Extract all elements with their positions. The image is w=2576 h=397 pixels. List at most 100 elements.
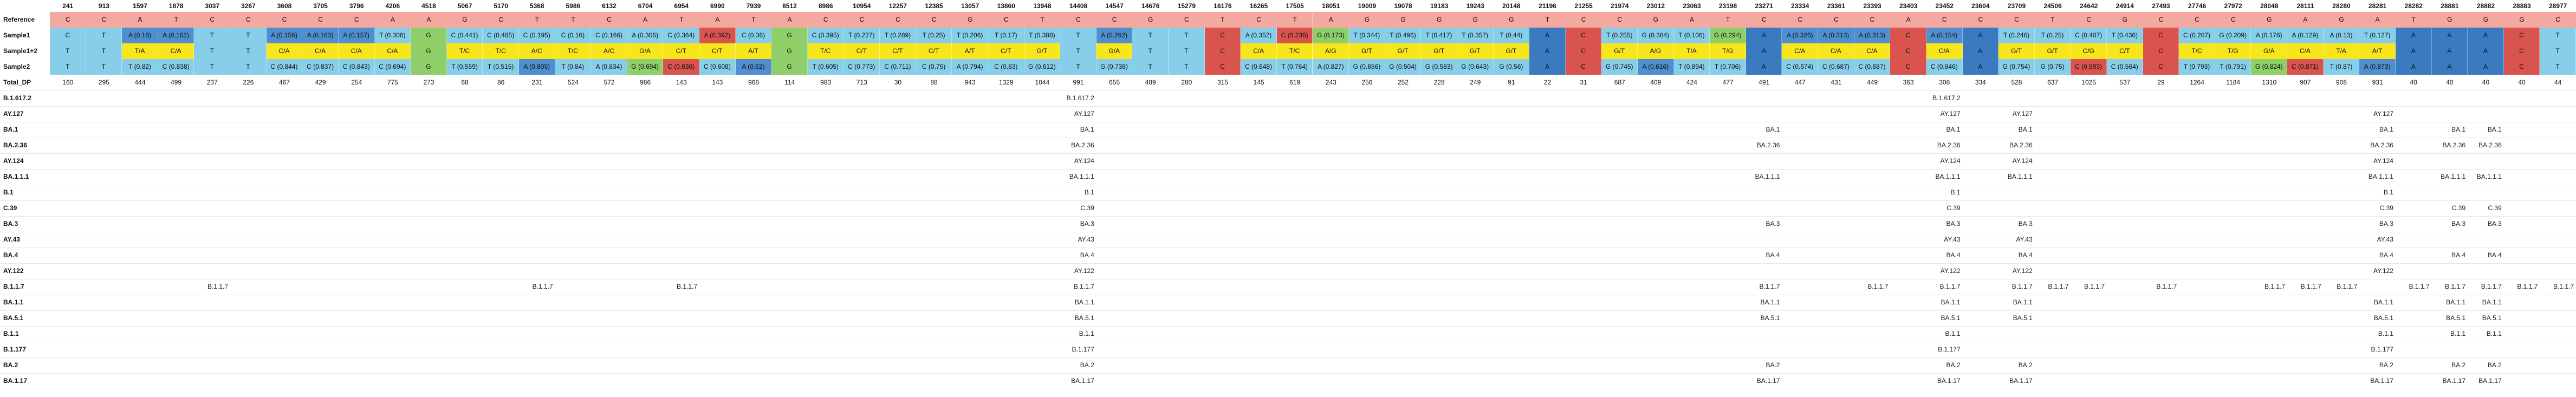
total_dp-cell[interactable]: 491 (1759, 79, 1770, 86)
sample2-cell[interactable]: C (1565, 59, 1602, 75)
total_dp-cell[interactable]: 44 (2554, 79, 2562, 86)
sample1-cell[interactable]: T (0.17) (988, 28, 1024, 43)
sample2-cell[interactable]: G (0.75) (2034, 59, 2071, 75)
total_dp-cell[interactable]: 86 (497, 79, 505, 86)
sample1-cell[interactable]: G (0.384) (1638, 28, 1674, 43)
sample12-cell[interactable]: T/C (555, 43, 592, 59)
reference-cell[interactable]: C (194, 12, 231, 28)
sample1-cell[interactable]: G (411, 28, 447, 43)
sample12-cell[interactable]: C/A (302, 43, 339, 59)
sample1-cell[interactable]: T (0.44) (1493, 28, 1530, 43)
sample12-cell[interactable]: T/C (483, 43, 519, 59)
total_dp-cell[interactable]: 409 (1650, 79, 1662, 86)
sample12-cell[interactable]: C/A (1782, 43, 1819, 59)
total_dp-cell[interactable]: 619 (1289, 79, 1301, 86)
sample1-cell[interactable]: T (0.25) (2034, 28, 2071, 43)
total_dp-cell[interactable]: 449 (1866, 79, 1878, 86)
reference-cell[interactable]: C (1962, 12, 1999, 28)
reference-cell[interactable]: C (2071, 12, 2107, 28)
sample2-cell[interactable]: G (0.738) (1096, 59, 1133, 75)
sample2-cell[interactable]: G (0.754) (1998, 59, 2035, 75)
sample1-cell[interactable]: T (0.436) (2107, 28, 2143, 43)
total_dp-cell[interactable]: 907 (2300, 79, 2311, 86)
sample2-cell[interactable]: A (1962, 59, 1999, 75)
reference-cell[interactable]: T (2395, 12, 2432, 28)
sample1-cell[interactable]: C (0.166) (591, 28, 627, 43)
sample12-cell[interactable]: C/T (843, 43, 880, 59)
sample2-cell[interactable]: C (0.844) (266, 59, 303, 75)
sample12-cell[interactable]: A/G (1638, 43, 1674, 59)
total_dp-cell[interactable]: 637 (2047, 79, 2059, 86)
sample1-cell[interactable]: C (1565, 28, 1602, 43)
sample2-cell[interactable]: T (0.87) (2323, 59, 2360, 75)
sample1-cell[interactable]: A (0.162) (158, 28, 194, 43)
sample12-cell[interactable]: C/A (1241, 43, 1277, 59)
total_dp-cell[interactable]: 226 (243, 79, 254, 86)
sample2-cell[interactable]: C (1204, 59, 1241, 75)
sample2-cell[interactable]: C (0.694) (374, 59, 411, 75)
sample1-cell[interactable]: C (0.195) (518, 28, 555, 43)
sample1-cell[interactable]: T (0.496) (1385, 28, 1422, 43)
reference-cell[interactable]: C (1060, 12, 1096, 28)
sample2-cell[interactable]: T (50, 59, 86, 75)
sample12-cell[interactable]: C (2503, 43, 2540, 59)
sample2-cell[interactable]: C (0.687) (1818, 59, 1854, 75)
sample1-cell[interactable]: A (2431, 28, 2468, 43)
sample12-cell[interactable]: C/A (266, 43, 303, 59)
sample2-cell[interactable]: C (0.608) (699, 59, 736, 75)
reference-cell[interactable]: T (1024, 12, 1061, 28)
total_dp-cell[interactable]: 30 (894, 79, 902, 86)
sample12-cell[interactable]: C/T (880, 43, 916, 59)
sample1-cell[interactable]: A (1746, 28, 1782, 43)
total_dp-cell[interactable]: 160 (62, 79, 74, 86)
sample12-cell[interactable]: A/C (591, 43, 627, 59)
sample2-cell[interactable]: T (1060, 59, 1096, 75)
reference-cell[interactable]: A (411, 12, 447, 28)
total_dp-cell[interactable]: 775 (387, 79, 398, 86)
sample1-cell[interactable]: T (1060, 28, 1096, 43)
sample1-cell[interactable]: C (0.485) (483, 28, 519, 43)
sample12-cell[interactable]: C (1890, 43, 1926, 59)
total_dp-cell[interactable]: 537 (2119, 79, 2131, 86)
total_dp-cell[interactable]: 931 (2372, 79, 2383, 86)
sample12-cell[interactable]: A/T (735, 43, 772, 59)
sample1-cell[interactable]: T (2540, 28, 2576, 43)
sample12-cell[interactable]: C/G (2071, 43, 2107, 59)
sample12-cell[interactable]: A (2468, 43, 2504, 59)
sample12-cell[interactable]: A/T (952, 43, 988, 59)
sample12-cell[interactable]: T (1060, 43, 1096, 59)
reference-cell[interactable]: A (374, 12, 411, 28)
sample2-cell[interactable]: A (0.827) (1313, 59, 1349, 75)
sample12-cell[interactable]: G/T (1493, 43, 1530, 59)
reference-cell[interactable]: G (1457, 12, 1494, 28)
sample1-cell[interactable]: A (0.176) (2251, 28, 2288, 43)
sample2-cell[interactable]: G (0.583) (1421, 59, 1457, 75)
reference-cell[interactable]: A (122, 12, 158, 28)
sample1-cell[interactable]: A (0.18) (122, 28, 158, 43)
sample12-cell[interactable]: C/A (374, 43, 411, 59)
sample1-cell[interactable]: T (0.206) (952, 28, 988, 43)
total_dp-cell[interactable]: 145 (1253, 79, 1264, 86)
sample2-cell[interactable]: C (0.75) (916, 59, 952, 75)
sample12-cell[interactable]: T/G (1710, 43, 1746, 59)
reference-cell[interactable]: C (338, 12, 375, 28)
reference-cell[interactable]: C (1998, 12, 2035, 28)
sample2-cell[interactable]: A (1746, 59, 1782, 75)
reference-cell[interactable]: A (699, 12, 736, 28)
total_dp-cell[interactable]: 280 (1181, 79, 1192, 86)
reference-cell[interactable]: C (230, 12, 267, 28)
reference-cell[interactable]: C (2540, 12, 2576, 28)
reference-cell[interactable]: C (2215, 12, 2251, 28)
sample2-cell[interactable]: A (2395, 59, 2432, 75)
sample12-cell[interactable]: G (411, 43, 447, 59)
sample12-cell[interactable]: A/T (2359, 43, 2396, 59)
sample1-cell[interactable]: T (0.106) (1673, 28, 1710, 43)
sample1-cell[interactable]: A (0.129) (2287, 28, 2324, 43)
total_dp-cell[interactable]: 431 (1831, 79, 1842, 86)
sample12-cell[interactable]: T/A (122, 43, 158, 59)
total_dp-cell[interactable]: 1329 (998, 79, 1014, 86)
sample2-cell[interactable]: C (0.871) (2287, 59, 2324, 75)
sample1-cell[interactable]: A (0.326) (1782, 28, 1819, 43)
reference-cell[interactable]: C (266, 12, 303, 28)
sample1-cell[interactable]: T (0.344) (1349, 28, 1385, 43)
